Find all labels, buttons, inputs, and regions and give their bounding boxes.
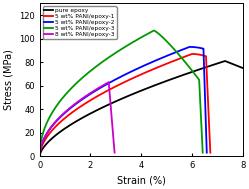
X-axis label: Strain (%): Strain (%) xyxy=(117,176,166,186)
Legend: pure epoxy, 5 wt% PANI/epoxy-1, 5 wt% PANI/epoxy-2, 5 wt% PANI/epoxy-3, 8 wt% PA: pure epoxy, 5 wt% PANI/epoxy-1, 5 wt% PA… xyxy=(43,6,117,39)
Y-axis label: Stress (MPa): Stress (MPa) xyxy=(3,49,13,110)
